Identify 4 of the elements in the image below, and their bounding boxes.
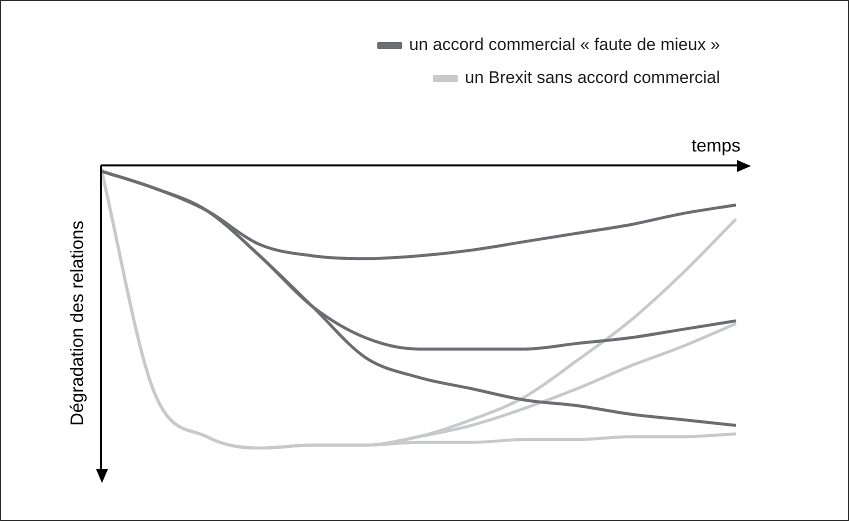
y-axis-title: Dégradation des relations <box>66 220 87 426</box>
legend-label: un accord commercial « faute de mieux » <box>409 35 720 54</box>
legend-label: un Brexit sans accord commercial <box>464 68 720 88</box>
x-axis-title: temps <box>691 135 741 156</box>
